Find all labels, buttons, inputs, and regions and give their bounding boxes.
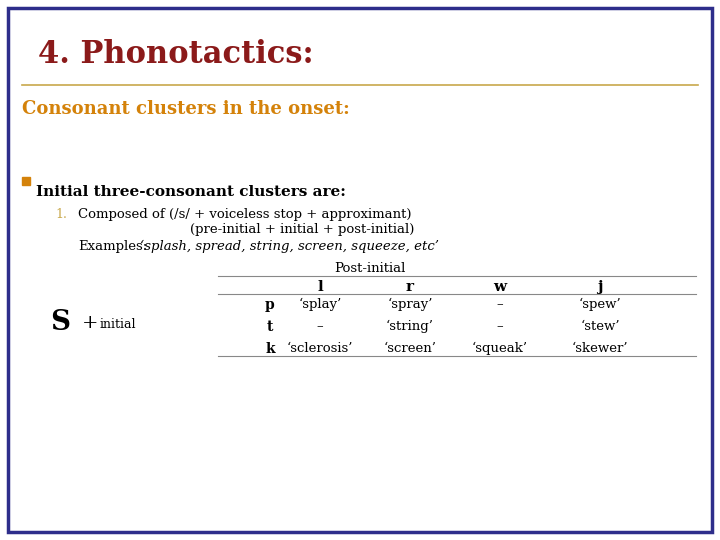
Text: Consonant clusters in the onset:: Consonant clusters in the onset:	[22, 100, 350, 118]
Text: ‘spray’: ‘spray’	[387, 298, 433, 311]
Text: 1.: 1.	[55, 208, 67, 221]
Text: ‘spew’: ‘spew’	[579, 298, 621, 311]
Text: l: l	[317, 280, 323, 294]
Text: (pre-initial + initial + post-initial): (pre-initial + initial + post-initial)	[190, 223, 415, 236]
Text: k: k	[265, 342, 275, 356]
Text: Composed of (/s/ + voiceless stop + approximant): Composed of (/s/ + voiceless stop + appr…	[78, 208, 412, 221]
Text: ‘screen’: ‘screen’	[384, 342, 436, 355]
Text: j: j	[598, 280, 603, 294]
Text: Post-initial: Post-initial	[334, 262, 405, 275]
Text: w: w	[493, 280, 507, 294]
Text: ‘splash, spread, string, screen, squeeze, etc’: ‘splash, spread, string, screen, squeeze…	[140, 240, 439, 253]
Text: ‘skewer’: ‘skewer’	[572, 342, 629, 355]
Text: Initial three-consonant clusters are:: Initial three-consonant clusters are:	[36, 185, 346, 199]
Bar	[22, 177, 30, 185]
Text: 4. Phonotactics:: 4. Phonotactics:	[38, 39, 314, 70]
Text: +: +	[82, 314, 99, 332]
Text: –: –	[317, 320, 323, 333]
Text: S: S	[50, 309, 70, 336]
Text: –: –	[497, 298, 503, 311]
Text: –: –	[497, 320, 503, 333]
Text: r: r	[406, 280, 414, 294]
Text: ‘squeak’: ‘squeak’	[472, 342, 528, 355]
Text: Examples:: Examples:	[78, 240, 148, 253]
Text: initial: initial	[100, 318, 137, 331]
Text: ‘string’: ‘string’	[386, 320, 434, 333]
Text: ‘stew’: ‘stew’	[580, 320, 620, 333]
Text: ‘sclerosis’: ‘sclerosis’	[287, 342, 354, 355]
Text: ‘splay’: ‘splay’	[298, 298, 342, 311]
Text: t: t	[267, 320, 273, 334]
FancyBboxPatch shape	[8, 8, 712, 532]
Text: p: p	[265, 298, 275, 312]
